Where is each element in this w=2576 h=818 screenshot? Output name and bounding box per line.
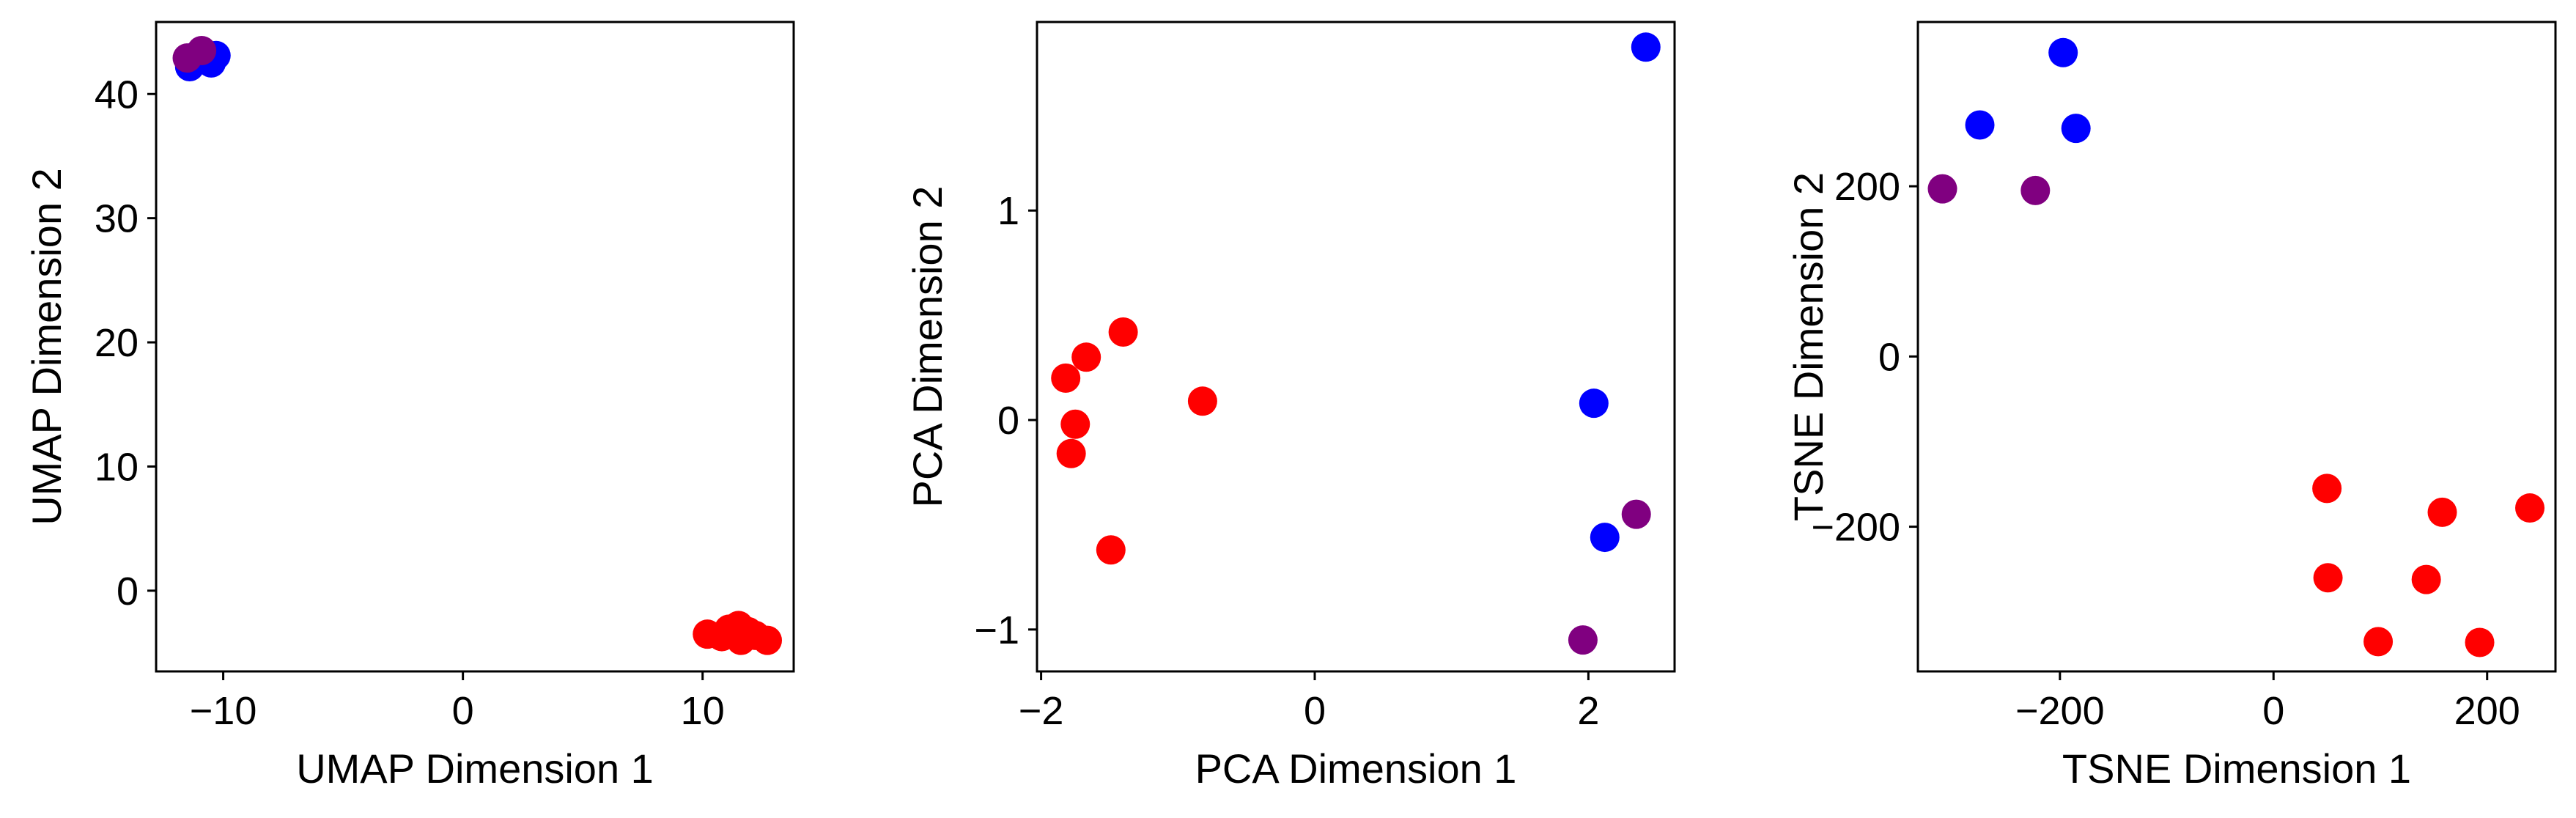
tsne-x-tick-label: 200 — [2454, 689, 2520, 733]
pca-point-4 — [1060, 409, 1090, 439]
tsne-point-10 — [2411, 564, 2441, 594]
umap-x-tick-label: 10 — [681, 689, 725, 733]
umap-plot-frame — [155, 21, 795, 673]
umap-ticks: −10 0 10 0 10 20 30 40 — [95, 73, 725, 733]
tsne-point-6 — [2312, 474, 2342, 504]
umap-panel: −10 0 10 0 10 20 30 40 UMAP Dimension 1 UMAP Di… — [23, 21, 795, 792]
tsne-point-3 — [2061, 114, 2091, 144]
umap-point-14 — [753, 625, 783, 655]
umap-y-tick-label: 30 — [95, 197, 139, 241]
pca-x-tick-label: 2 — [1577, 689, 1599, 733]
pca-point-2 — [1071, 342, 1101, 372]
pca-points — [1051, 32, 1661, 655]
umap-points — [172, 35, 783, 655]
tsne-panel: −200 0 200 −200 0 200 TSNE Dimension 1 TSNE D… — [1785, 21, 2557, 792]
pca-point-11 — [1621, 499, 1651, 529]
tsne-y-tick-label: 0 — [1878, 335, 1900, 379]
pca-y-axis-label: PCA Dimension 2 — [904, 186, 951, 508]
umap-y-axis-label: UMAP Dimension 2 — [23, 168, 70, 526]
tsne-ticks: −200 0 200 −200 0 200 — [1811, 165, 2520, 733]
tsne-x-tick-label: −200 — [2015, 689, 2105, 733]
umap-y-tick-label: 20 — [95, 321, 139, 365]
pca-y-tick-label: 0 — [997, 399, 1019, 443]
tsne-point-2 — [1965, 110, 1995, 140]
umap-y-tick-label: 10 — [95, 445, 139, 489]
tsne-point-9 — [2313, 563, 2343, 593]
tsne-point-4 — [1927, 174, 1957, 204]
tsne-x-tick-label: 0 — [2262, 689, 2284, 733]
pca-point-6 — [1187, 386, 1217, 416]
tsne-point-7 — [2427, 497, 2457, 527]
tsne-point-11 — [2363, 627, 2394, 657]
tsne-points — [1927, 37, 2545, 657]
umap-y-tick-label: 40 — [95, 73, 139, 117]
pca-x-axis-label: PCA Dimension 1 — [1195, 745, 1517, 792]
tsne-point-1 — [2048, 37, 2078, 67]
pca-point-1 — [1051, 363, 1081, 393]
pca-y-tick-label: −1 — [974, 608, 1019, 652]
pca-ticks: −2 0 2 −1 0 1 — [974, 189, 1599, 733]
pca-x-tick-label: 0 — [1304, 689, 1326, 733]
tsne-y-tick-label: −200 — [1811, 506, 1900, 550]
tsne-point-8 — [2515, 493, 2545, 523]
pca-point-12 — [1568, 625, 1598, 655]
pca-x-tick-label: −2 — [1019, 689, 1064, 733]
pca-point-9 — [1579, 388, 1609, 419]
tsne-y-tick-label: 200 — [1834, 165, 1900, 209]
pca-point-8 — [1631, 32, 1661, 62]
tsne-y-axis-label: TSNE Dimension 2 — [1785, 172, 1831, 521]
umap-point-6 — [187, 35, 217, 65]
pca-y-tick-label: 1 — [997, 189, 1019, 233]
pca-point-3 — [1108, 317, 1138, 347]
pca-point-10 — [1590, 523, 1620, 553]
umap-x-tick-label: 0 — [452, 689, 474, 733]
pca-plot-frame — [1036, 21, 1676, 673]
umap-x-tick-label: −10 — [190, 689, 257, 733]
tsne-plot-frame — [1916, 21, 2557, 673]
tsne-x-axis-label: TSNE Dimension 1 — [2062, 745, 2411, 792]
umap-y-tick-label: 0 — [117, 570, 139, 614]
umap-x-axis-label: UMAP Dimension 1 — [296, 745, 654, 792]
pca-point-7 — [1096, 535, 1126, 565]
tsne-point-12 — [2465, 627, 2495, 657]
pca-panel: −2 0 2 −1 0 1 PCA Dimension 1 PCA Dimension 2 — [904, 21, 1676, 792]
pca-point-5 — [1056, 438, 1086, 468]
tsne-point-5 — [2020, 175, 2051, 205]
